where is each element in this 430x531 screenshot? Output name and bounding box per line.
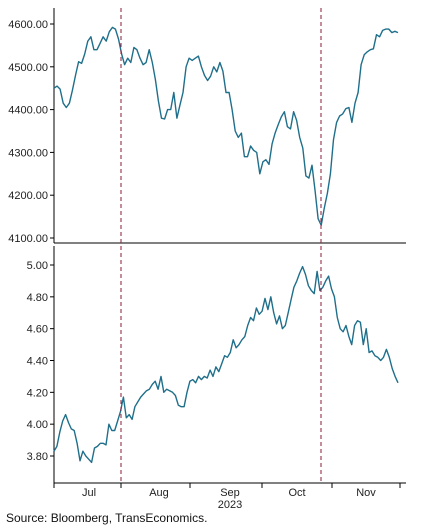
top-y-tick-label: 4400.00 xyxy=(8,105,48,117)
bottom-y-tick-label: 3.80 xyxy=(27,451,48,463)
top-y-tick-label: 4100.00 xyxy=(8,233,48,245)
top-y-tick-label: 4600.00 xyxy=(8,19,48,31)
bottom-y-tick-label: 4.20 xyxy=(27,387,48,399)
x-tick-label: Nov xyxy=(356,487,376,499)
bottom-y-tick-label: 4.60 xyxy=(27,324,48,336)
bottom-chart-panel: 3.80 4.00 4.20 4.40 4.60 4.80 5.00 Jul Aug Sep Oct… xyxy=(27,246,406,511)
top-series-line xyxy=(53,26,399,226)
top-y-tick-label: 4300.00 xyxy=(8,147,48,159)
bottom-y-tick-label: 5.00 xyxy=(27,260,48,272)
top-y-tick-label: 4500.00 xyxy=(8,62,48,74)
top-chart-panel: 4100.00 4200.00 4300.00 4400.00 4500.00 4600.… xyxy=(8,8,406,245)
bottom-series-line xyxy=(53,265,399,464)
x-tick-label: Aug xyxy=(149,487,169,499)
bottom-y-tick-label: 4.80 xyxy=(27,292,48,304)
top-y-tick-label: 4200.00 xyxy=(8,190,48,202)
bottom-y-tick-label: 4.40 xyxy=(27,356,48,368)
x-year-label: 2023 xyxy=(218,499,242,511)
x-tick-label: Sep xyxy=(220,487,240,499)
x-tick-label: Oct xyxy=(288,487,305,499)
x-tick-label: Jul xyxy=(82,487,96,499)
source-note: Source: Bloomberg, TransEconomics. xyxy=(6,511,208,525)
bottom-y-tick-label: 4.00 xyxy=(27,419,48,431)
event-markers xyxy=(120,8,322,483)
